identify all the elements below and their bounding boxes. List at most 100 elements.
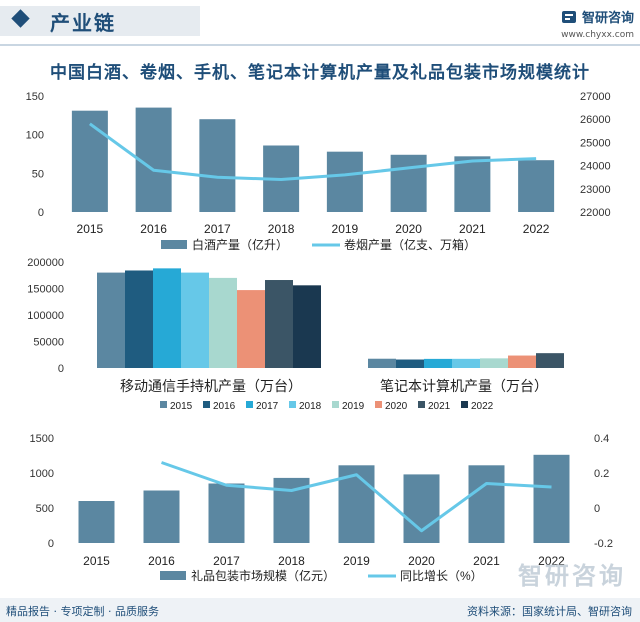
c2-legend-label: 2021 [428,401,451,412]
brand-url: www.chyxx.com [561,30,634,40]
header-divider [0,44,640,46]
c2-legend-swatch-2020 [375,401,382,408]
c2-y-tick: 200000 [27,257,64,269]
c1-cigarette-line [88,122,537,182]
c1-right-tick: 27000 [580,91,611,103]
c1-legend-bar-label: 白酒产量（亿升） [192,237,288,252]
c1-legend-line-label: 卷烟产量（亿支、万箱） [344,237,476,252]
c1-x-tick: 2016 [140,222,167,236]
c3-x-tick: 2017 [213,554,240,568]
footer-left-text: 精品报告 · 专项定制 · 品质服务 [6,605,159,618]
c1-bar-2017 [199,119,236,212]
c3-bar-2017 [208,483,245,543]
c1-bar-2015 [71,110,108,212]
watermark-text: 智研咨询 [518,562,626,590]
c2-legend-swatch-2017 [246,401,253,408]
c2-legend-label: 2017 [256,401,279,412]
c3-x-tick: 2021 [473,554,500,568]
c3-growth-line [161,461,552,533]
c2-bar-2015-g1 [368,358,396,368]
c2-legend-label: 2015 [170,401,193,412]
c3-x-tick: 2016 [148,554,175,568]
c2-legend-label: 2016 [213,401,236,412]
c2-group-label: 移动通信手持机产量（万台） [120,378,302,394]
c3-right-tick: -0.2 [594,538,613,550]
c3-x-tick: 2020 [408,554,435,568]
c2-legend-label: 2018 [299,401,322,412]
c2-bar-2016-g1 [396,359,424,368]
header-band [0,6,200,36]
c3-bar-2020 [403,474,440,543]
c1-right-tick: 25000 [580,137,611,149]
c3-bar-2015 [78,501,115,543]
c2-bar-2019-g1 [480,358,508,368]
c3-legend-bar-label: 礼品包装市场规模（亿元） [191,568,335,583]
c1-x-tick: 2022 [523,222,550,236]
c3-right-tick: 0 [594,503,600,515]
c2-legend-swatch-2022 [461,401,468,408]
c3-bar-2021 [468,465,505,543]
c3-left-tick: 1000 [30,468,54,480]
brand: 智研咨询 www.chyxx.com [561,6,634,40]
c2-bar-2020-g0 [237,290,265,368]
c1-x-tick: 2015 [77,222,104,236]
c1-left-tick: 50 [32,168,44,180]
c1-x-tick: 2020 [395,222,422,236]
c1-left-tick: 150 [26,91,44,103]
c2-legend-swatch-2015 [160,401,167,408]
c2-legend-swatch-2021 [418,401,425,408]
c2-bar-2015-g0 [97,272,125,368]
c1-right-tick: 26000 [580,114,611,126]
c2-y-tick: 0 [58,363,64,375]
c3-x-tick: 2022 [538,554,565,568]
c2-bar-2017-g1 [424,358,452,368]
c3-legend-line-label: 同比增长（%） [400,569,483,583]
c2-y-tick: 50000 [33,337,64,349]
footer: 精品报告 · 专项定制 · 品质服务 资料来源：国家统计局、智研咨询 [0,598,640,622]
c3-legend-bar-swatch [160,571,186,580]
c3-x-tick: 2015 [83,554,110,568]
header-title: 产业链 [50,11,116,35]
brand-logo-icon [561,10,576,23]
header: 产业链 智研咨询 www.chyxx.com [0,0,640,44]
c3-right-tick: 0.2 [594,468,609,480]
c2-y-tick: 100000 [27,310,64,322]
c1-x-tick: 2021 [459,222,486,236]
c2-legend-swatch-2016 [203,401,210,408]
c1-x-tick: 2019 [332,222,359,236]
c2-bar-2021-g0 [265,280,293,368]
c1-right-tick: 22000 [580,207,611,219]
c2-bar-2018-g0 [181,272,209,368]
c1-right-tick: 23000 [580,184,611,196]
c2-bar-2018-g1 [452,358,480,368]
c1-left-tick: 0 [38,207,44,219]
c2-bar-2020-g1 [508,355,536,368]
c3-left-tick: 500 [36,503,54,515]
c1-bar-2020 [390,154,427,212]
c2-y-tick: 150000 [27,284,64,296]
c2-bar-2019-g0 [209,277,237,368]
c1-right-tick: 24000 [580,161,611,173]
c3-left-tick: 1500 [30,433,54,445]
c2-bar-2021-g1 [536,353,564,368]
c1-bar-2022 [518,160,555,212]
c1-x-tick: 2018 [268,222,295,236]
c2-bar-2016-g0 [125,270,153,368]
c3-x-tick: 2018 [278,554,305,568]
c3-x-tick: 2019 [343,554,370,568]
c1-legend-bar-swatch [161,240,187,249]
c2-group-label: 笔记本计算机产量（万台） [380,378,548,394]
c2-legend-swatch-2018 [289,401,296,408]
c1-x-tick: 2017 [204,222,231,236]
c2-bar-2017-g0 [153,268,181,368]
c2-legend-label: 2019 [342,401,365,412]
source-text: 资料来源：国家统计局、智研咨询 [467,605,632,618]
main-title: 中国白酒、卷烟、手机、笔记本计算机产量及礼品包装市场规模统计 [50,63,590,83]
c2-bar-2022-g0 [293,285,321,368]
brand-name: 智研咨询 [581,11,634,26]
c3-bar-2016 [143,490,180,543]
c2-legend-label: 2020 [385,401,408,412]
c3-right-tick: 0.4 [594,433,609,445]
c3-bar-2022 [533,454,570,543]
